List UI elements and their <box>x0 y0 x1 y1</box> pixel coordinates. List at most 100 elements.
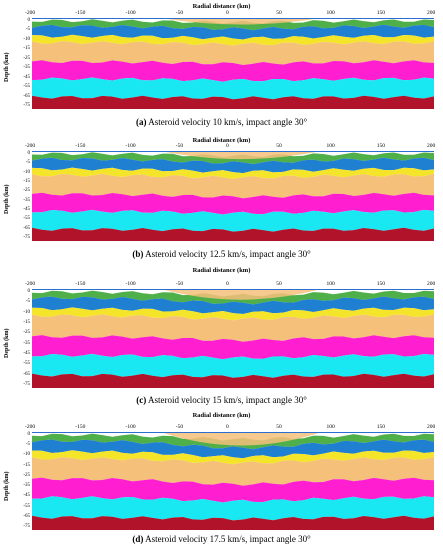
y-axis-title: Depth (km) <box>4 471 10 501</box>
x-tick-label: -100 <box>125 10 136 16</box>
magenta-layer <box>32 60 434 82</box>
orange-layer <box>32 173 434 199</box>
x-tick-label: -100 <box>125 143 136 149</box>
y-tick-label: -55 <box>23 361 30 367</box>
x-tick-label: 100 <box>326 424 335 430</box>
layer-diagram <box>32 151 434 241</box>
x-tick-label: -200 <box>25 143 36 149</box>
y-tick-label: -25 <box>23 330 30 336</box>
y-tick-label: -35 <box>23 340 30 346</box>
x-tick-label: 200 <box>427 424 436 430</box>
y-tick-label: -5 <box>25 160 30 166</box>
caption-a: (a) Asteroid velocity 10 km/s, impact an… <box>0 117 443 127</box>
y-tick-label: 0 <box>27 151 31 156</box>
x-tick-label: 150 <box>376 424 385 430</box>
orange-layer <box>32 457 434 486</box>
x-axis-title: Radial distance (km) <box>192 267 251 274</box>
y-axis-title: Depth (km) <box>4 328 10 359</box>
y-axis-title: Depth (km) <box>4 184 10 215</box>
y-tick-label: -10 <box>23 169 30 175</box>
x-tick-label: -150 <box>75 424 86 430</box>
magenta-layer <box>32 335 434 360</box>
red-layer <box>32 227 434 241</box>
cyan-layer <box>32 77 434 100</box>
y-tick-label: -35 <box>23 483 30 489</box>
magenta-layer <box>32 192 434 215</box>
x-tick-label: 50 <box>276 143 282 149</box>
y-tick-label: -65 <box>23 225 30 231</box>
red-layer <box>32 373 434 388</box>
y-tick-label: -10 <box>23 452 30 458</box>
y-tick-label: -25 <box>23 188 30 194</box>
y-tick-label: -5 <box>25 299 30 305</box>
x-tick-label: 150 <box>376 143 385 149</box>
blue-layer <box>32 157 434 174</box>
y-tick-label: -15 <box>23 179 30 184</box>
y-tick-label: -5 <box>25 27 30 33</box>
x-tick-label: -100 <box>125 424 136 430</box>
plot-d <box>32 432 434 530</box>
y-tick-label: -75 <box>23 103 30 108</box>
y-tick-label: -55 <box>23 216 30 222</box>
y-tick-label: -65 <box>23 93 30 99</box>
red-layer <box>32 515 434 530</box>
y-axis-title: Depth (km) <box>4 52 10 82</box>
y-tick-label: -10 <box>23 309 30 315</box>
x-tick-label: -150 <box>75 281 86 287</box>
yellow-layer <box>32 307 434 321</box>
caption-text: Asteroid velocity 10 km/s, impact angle … <box>148 117 308 127</box>
blue-layer <box>32 24 434 40</box>
caption-label: (d) <box>132 534 144 544</box>
y-tick-label: -65 <box>23 513 30 519</box>
x-tick-label: 50 <box>276 10 282 16</box>
plot-a <box>32 18 434 109</box>
y-tick-label: -25 <box>23 55 30 61</box>
x-tick-label: 0 <box>226 10 229 16</box>
x-tick-label: 200 <box>427 281 436 287</box>
y-tick-label: -5 <box>25 442 30 448</box>
y-tick-label: -35 <box>23 197 30 203</box>
panel-b: Radial distance (km) (b) Asteroid veloci… <box>0 135 443 265</box>
layer-diagram <box>32 18 434 109</box>
panel-a: Radial distance (km) (a) Asteroid veloci… <box>0 0 443 135</box>
x-tick-label: 50 <box>276 281 282 287</box>
x-axis-title: Radial distance (km) <box>192 412 251 419</box>
y-tick-label: 0 <box>27 432 31 437</box>
panel-c: Radial distance (km) (c) Asteroid veloci… <box>0 265 443 410</box>
x-tick-label: -150 <box>75 143 86 149</box>
x-tick-label: -200 <box>25 424 36 430</box>
y-tick-label: -35 <box>23 65 30 71</box>
x-tick-label: -50 <box>175 424 184 430</box>
blue-layer <box>32 439 434 459</box>
orange-layer <box>32 314 434 342</box>
y-tick-label: -65 <box>23 371 30 377</box>
y-tick-label: -45 <box>23 74 30 80</box>
caption-b: (b) Asteroid velocity 12.5 km/s, impact … <box>0 249 443 259</box>
y-tick-label: -45 <box>23 351 30 356</box>
y-tick-label: -15 <box>23 46 30 52</box>
caption-text: Asteroid velocity 12.5 km/s, impact angl… <box>145 249 311 259</box>
caption-label: (a) <box>135 117 147 127</box>
y-tick-label: -25 <box>23 472 30 478</box>
x-tick-label: 150 <box>376 281 385 287</box>
x-axis-title: Radial distance (km) <box>192 3 251 10</box>
plot-c <box>32 289 434 388</box>
orange-layer <box>32 41 434 65</box>
layer-diagram <box>32 432 434 530</box>
panel-d: Radial distance (km) (d) Asteroid veloci… <box>0 410 443 550</box>
x-tick-label: 0 <box>226 281 229 287</box>
x-tick-label: -100 <box>125 281 136 287</box>
x-tick-label: 0 <box>226 143 229 149</box>
x-tick-label: -200 <box>25 10 36 16</box>
y-tick-label: -45 <box>23 207 30 212</box>
caption-label: (c) <box>136 395 147 405</box>
x-axis-title: Radial distance (km) <box>192 137 251 144</box>
magenta-layer <box>32 477 434 503</box>
crater-bowl <box>160 18 322 25</box>
crater-bowl <box>160 289 322 300</box>
x-tick-label: -150 <box>75 10 86 16</box>
yellow-layer <box>32 450 434 465</box>
x-tick-label: 200 <box>427 143 436 149</box>
cyan-layer <box>32 209 434 232</box>
crater-bowl <box>160 432 322 446</box>
